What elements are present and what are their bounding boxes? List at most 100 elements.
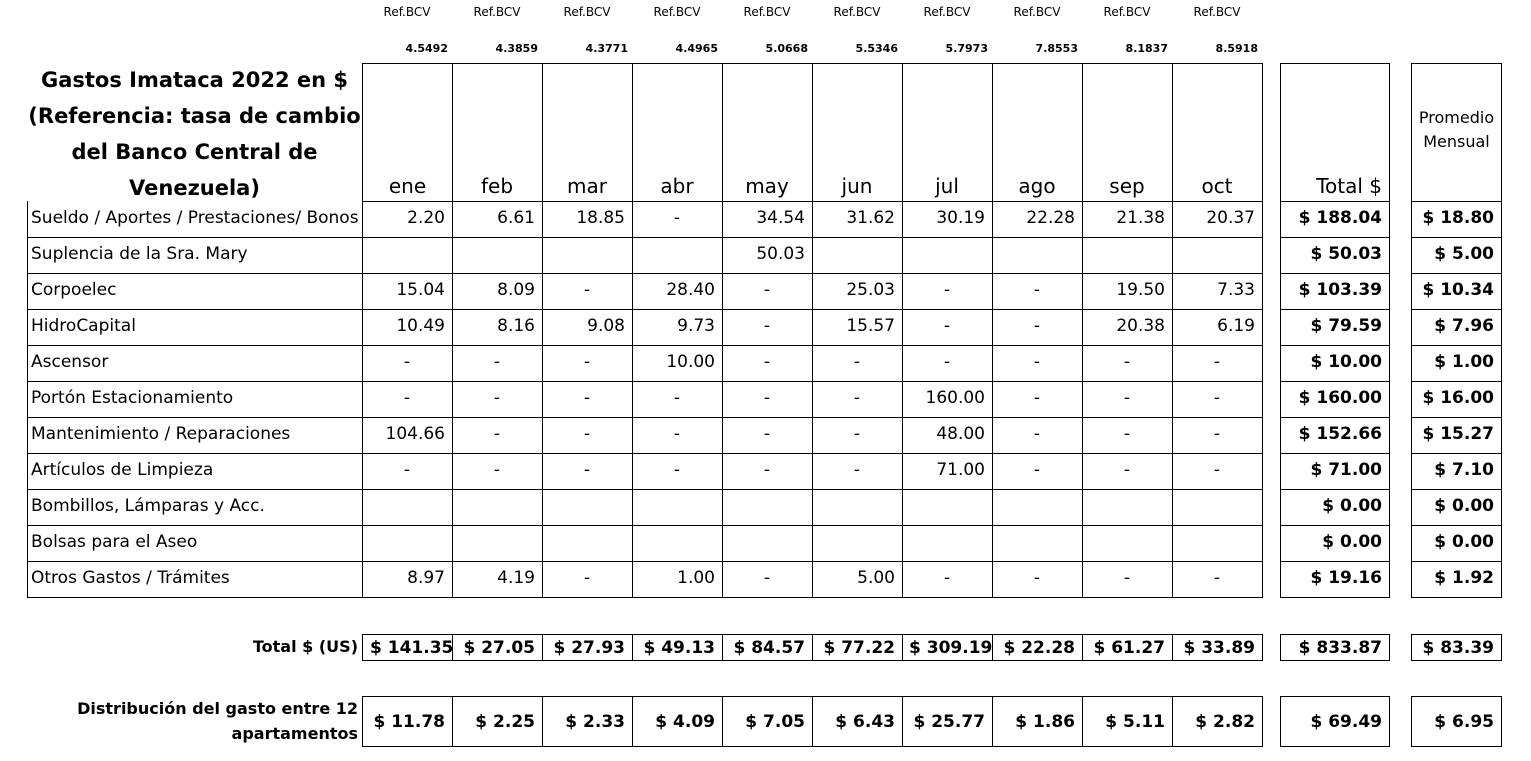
value-cell: -: [542, 381, 633, 418]
ref-bcv-label: Ref.BCV: [563, 5, 611, 19]
ref-bcv-label: Ref.BCV: [1193, 5, 1241, 19]
month-header: feb: [452, 63, 543, 202]
value-cell: -: [992, 345, 1083, 382]
value-cell: -: [722, 417, 813, 454]
value-cell: -: [902, 309, 993, 346]
distribution-label-line: Distribución del gasto entre 12: [77, 699, 358, 718]
row-label: Ascensor: [27, 345, 363, 382]
value-cell: 6.19: [1172, 309, 1263, 346]
row-average: $ 16.00: [1411, 381, 1502, 418]
value-cell: [542, 237, 633, 274]
month-label: ene: [388, 174, 427, 198]
value-cell: [632, 525, 723, 562]
ref-bcv-rate: 4.3771: [585, 42, 628, 55]
row-total: $ 19.16: [1280, 561, 1390, 598]
row-total: $ 188.04: [1280, 201, 1390, 238]
row-average: $ 15.27: [1411, 417, 1502, 454]
value-cell: [542, 489, 633, 526]
value-cell: -: [902, 345, 993, 382]
total-cell: $ 309.19: [902, 634, 993, 661]
value-cell: [812, 237, 903, 274]
value-cell: 20.38: [1082, 309, 1173, 346]
value-cell: 1.00: [632, 561, 723, 598]
value-cell: -: [362, 453, 453, 490]
value-cell: [992, 489, 1083, 526]
value-cell: [632, 237, 723, 274]
title-line: Venezuela): [129, 176, 260, 200]
row-total: $ 10.00: [1280, 345, 1390, 382]
total-cell: $ 77.22: [812, 634, 903, 661]
total-cell: $ 27.93: [542, 634, 633, 661]
value-cell: -: [812, 417, 903, 454]
title-line: Gastos Imataca 2022 en $: [40, 68, 349, 92]
value-cell: -: [542, 273, 633, 310]
total-cell: $ 22.28: [992, 634, 1083, 661]
value-cell: -: [992, 381, 1083, 418]
row-total: $ 71.00: [1280, 453, 1390, 490]
value-cell: -: [632, 453, 723, 490]
ref-bcv-rate: 4.4965: [675, 42, 718, 55]
value-cell: 8.09: [452, 273, 543, 310]
row-average: $ 7.10: [1411, 453, 1502, 490]
row-label: Mantenimiento / Reparaciones: [27, 417, 363, 454]
value-cell: [632, 489, 723, 526]
row-label: Bolsas para el Aseo: [27, 525, 363, 562]
value-cell: 19.50: [1082, 273, 1173, 310]
month-header: oct: [1172, 63, 1263, 202]
value-cell: -: [452, 381, 543, 418]
value-cell: [362, 237, 453, 274]
value-cell: [452, 237, 543, 274]
value-cell: -: [542, 345, 633, 382]
month-label: ago: [1018, 174, 1056, 198]
month-header: jun: [812, 63, 903, 202]
month-header: mar: [542, 63, 633, 202]
total-cell: $ 27.05: [452, 634, 543, 661]
row-total: $ 50.03: [1280, 237, 1390, 274]
value-cell: 104.66: [362, 417, 453, 454]
row-average: $ 0.00: [1411, 525, 1502, 562]
value-cell: [362, 489, 453, 526]
distribution-cell: $ 11.78: [362, 696, 453, 747]
value-cell: 4.19: [452, 561, 543, 598]
value-cell: [452, 525, 543, 562]
ref-bcv-label: Ref.BCV: [833, 5, 881, 19]
ref-bcv-label: Ref.BCV: [473, 5, 521, 19]
distribution-cell: $ 25.77: [902, 696, 993, 747]
total-header: Total $: [1280, 63, 1390, 202]
row-label: Sueldo / Aportes / Prestaciones/ Bonos: [27, 201, 363, 238]
value-cell: -: [1082, 561, 1173, 598]
value-cell: -: [722, 381, 813, 418]
month-label: may: [745, 174, 789, 198]
month-label: abr: [660, 174, 694, 198]
value-cell: -: [542, 453, 633, 490]
value-cell: 10.00: [632, 345, 723, 382]
value-cell: [1082, 237, 1173, 274]
row-label: Bombillos, Lámparas y Acc.: [27, 489, 363, 526]
value-cell: 20.37: [1172, 201, 1263, 238]
row-average: $ 5.00: [1411, 237, 1502, 274]
value-cell: -: [812, 453, 903, 490]
value-cell: -: [992, 561, 1083, 598]
value-cell: -: [812, 345, 903, 382]
value-cell: 9.08: [542, 309, 633, 346]
row-label: Suplencia de la Sra. Mary: [27, 237, 363, 274]
value-cell: -: [722, 561, 813, 598]
value-cell: [902, 525, 993, 562]
row-average: $ 0.00: [1411, 489, 1502, 526]
value-cell: [992, 525, 1083, 562]
distribution-cell: $ 2.25: [452, 696, 543, 747]
value-cell: 2.20: [362, 201, 453, 238]
month-header: may: [722, 63, 813, 202]
month-label: jun: [841, 174, 873, 198]
total-cell: $ 141.35: [362, 634, 453, 661]
value-cell: 9.73: [632, 309, 723, 346]
ref-bcv-rate: 7.8553: [1035, 42, 1078, 55]
value-cell: 34.54: [722, 201, 813, 238]
value-cell: [992, 237, 1083, 274]
value-cell: -: [722, 273, 813, 310]
ref-bcv-label: Ref.BCV: [1103, 5, 1151, 19]
value-cell: -: [992, 453, 1083, 490]
value-cell: 7.33: [1172, 273, 1263, 310]
value-cell: -: [1082, 453, 1173, 490]
value-cell: -: [1172, 345, 1263, 382]
